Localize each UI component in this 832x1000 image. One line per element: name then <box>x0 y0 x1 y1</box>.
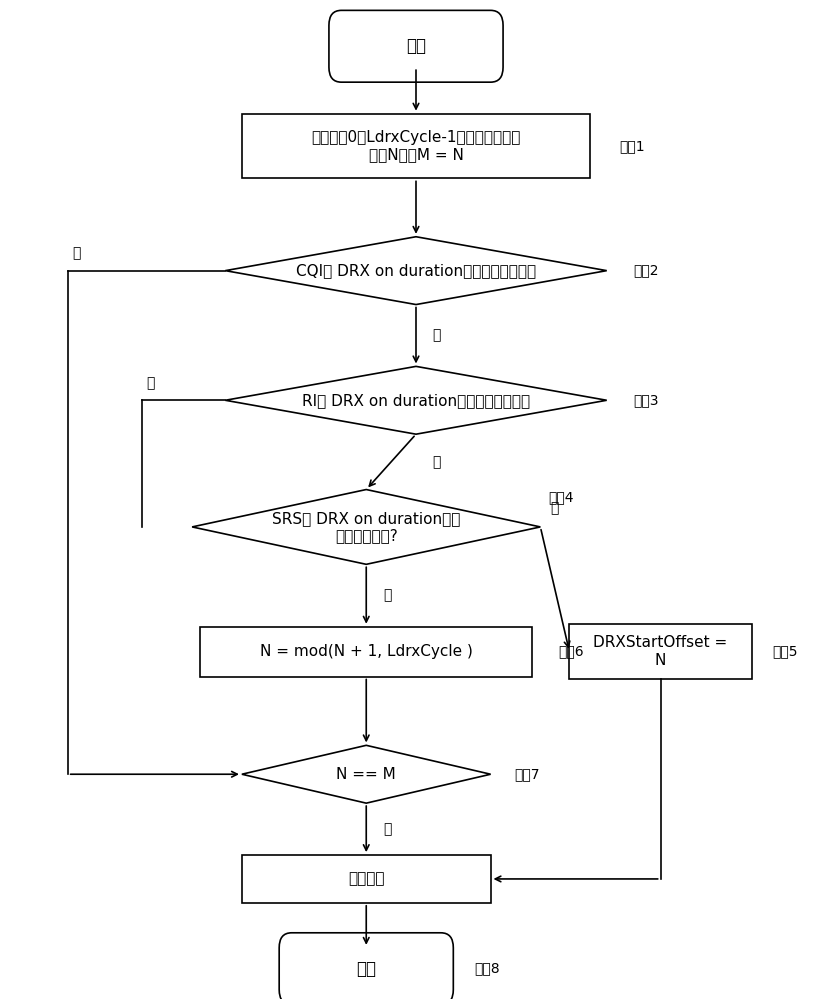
Text: 否: 否 <box>383 588 391 602</box>
Text: 步骤4: 步骤4 <box>548 490 574 504</box>
Text: 分配失败: 分配失败 <box>348 871 384 886</box>
Text: 随机在【0，LdrxCycle-1】产生一个临时
变量N，并M = N: 随机在【0，LdrxCycle-1】产生一个临时 变量N，并M = N <box>311 130 521 162</box>
Text: 步骤7: 步骤7 <box>514 767 539 781</box>
Text: 步骤3: 步骤3 <box>633 393 659 407</box>
FancyBboxPatch shape <box>280 933 453 1000</box>
Text: DRXStartOffset =
N: DRXStartOffset = N <box>593 635 728 668</box>
Text: N == M: N == M <box>336 767 396 782</box>
Text: 步骤1: 步骤1 <box>619 139 645 153</box>
Text: 结束: 结束 <box>356 960 376 978</box>
Text: 否: 否 <box>72 247 80 261</box>
Text: 是: 是 <box>433 455 441 469</box>
Text: 步骤8: 步骤8 <box>474 962 500 976</box>
Text: 是: 是 <box>433 328 441 342</box>
Polygon shape <box>192 490 540 564</box>
Text: SRS在 DRX on duration范围
内有发射机会?: SRS在 DRX on duration范围 内有发射机会? <box>272 511 460 543</box>
FancyBboxPatch shape <box>329 10 503 82</box>
Bar <box>569 624 752 679</box>
Text: 开始: 开始 <box>406 37 426 55</box>
Text: CQI在 DRX on duration范围内有发射机会: CQI在 DRX on duration范围内有发射机会 <box>296 263 536 278</box>
Text: 是: 是 <box>383 822 391 836</box>
Bar <box>201 627 532 677</box>
Polygon shape <box>225 237 607 305</box>
Text: 步骤2: 步骤2 <box>633 264 659 278</box>
Text: 步骤5: 步骤5 <box>773 645 798 659</box>
Text: 否: 否 <box>146 376 155 390</box>
Bar <box>242 855 491 903</box>
Polygon shape <box>225 366 607 434</box>
Text: 步骤6: 步骤6 <box>558 645 584 659</box>
Text: N = mod(N + 1, LdrxCycle ): N = mod(N + 1, LdrxCycle ) <box>260 644 473 659</box>
Polygon shape <box>242 745 491 803</box>
Bar <box>242 114 590 178</box>
Text: 是: 是 <box>551 501 559 515</box>
Text: RI在 DRX on duration范围内有发射机会: RI在 DRX on duration范围内有发射机会 <box>302 393 530 408</box>
